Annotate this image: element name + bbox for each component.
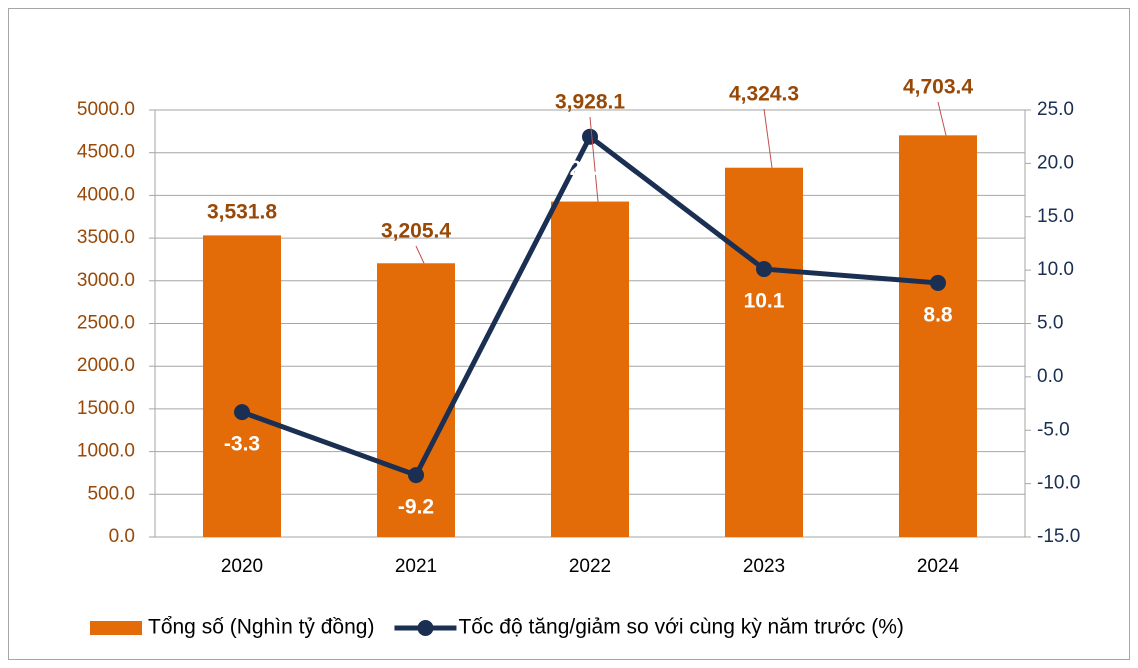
bar-value-label: 3,205.4	[381, 220, 451, 243]
y2-tick-label: 20.0	[1037, 152, 1074, 173]
y2-tick-label: 0.0	[1037, 366, 1063, 387]
line-value-label: -3.3	[224, 433, 260, 456]
line-marker	[930, 274, 946, 291]
y-tick-label: 1000.0	[77, 441, 135, 462]
x-tick-label: 2020	[221, 556, 263, 577]
y2-tick-label: 15.0	[1037, 206, 1074, 227]
legend-swatch	[90, 621, 142, 635]
legend-marker	[417, 620, 434, 636]
y2-tick-label: -5.0	[1037, 419, 1070, 440]
legend-label: Tốc độ tăng/giảm so với cùng kỳ năm trướ…	[458, 616, 903, 639]
x-tick-label: 2024	[917, 556, 960, 577]
y-tick-label: 3000.0	[77, 270, 135, 291]
bar-value-label: 4,703.4	[903, 76, 973, 99]
y2-tick-label: 5.0	[1037, 313, 1063, 334]
bar-value-label: 3,928.1	[555, 91, 625, 114]
line-marker	[756, 261, 772, 278]
bar	[377, 263, 455, 537]
line-marker	[408, 467, 424, 484]
line-value-label: -9.2	[398, 496, 434, 519]
y-tick-label: 3500.0	[77, 227, 135, 248]
line-value-label: 22.5	[570, 157, 611, 180]
x-tick-label: 2021	[395, 556, 437, 577]
y-tick-label: 5000.0	[77, 99, 135, 120]
y-tick-label: 2000.0	[77, 355, 135, 376]
leader-line	[763, 108, 773, 168]
y-tick-label: 0.0	[109, 526, 135, 547]
bar	[725, 167, 803, 537]
y2-tick-label: -10.0	[1037, 473, 1080, 494]
x-tick-label: 2022	[569, 556, 611, 577]
y2-tick-label: 10.0	[1037, 259, 1074, 280]
bar-value-label: 4,324.3	[729, 83, 799, 106]
bar	[899, 135, 977, 537]
leader-line	[415, 245, 425, 264]
y-tick-label: 1500.0	[77, 398, 135, 419]
bar-value-label: 3,531.8	[207, 201, 277, 224]
y-tick-label: 500.0	[87, 483, 135, 504]
y-tick-label: 4500.0	[77, 142, 135, 163]
line-marker	[234, 404, 250, 421]
y-tick-label: 4000.0	[77, 184, 135, 205]
x-tick-label: 2023	[743, 556, 785, 577]
legend-label: Tổng số (Nghìn tỷ đồng)	[148, 616, 374, 639]
y2-tick-label: -15.0	[1037, 526, 1080, 547]
y2-tick-label: 25.0	[1037, 99, 1074, 120]
line-value-label: 8.8	[923, 303, 953, 326]
y-tick-label: 2500.0	[77, 313, 135, 334]
line-marker	[582, 128, 598, 145]
leader-line	[937, 101, 947, 136]
leader-line	[589, 116, 599, 202]
line-value-label: 10.1	[744, 290, 785, 313]
bar	[551, 201, 629, 537]
bar	[203, 235, 281, 537]
